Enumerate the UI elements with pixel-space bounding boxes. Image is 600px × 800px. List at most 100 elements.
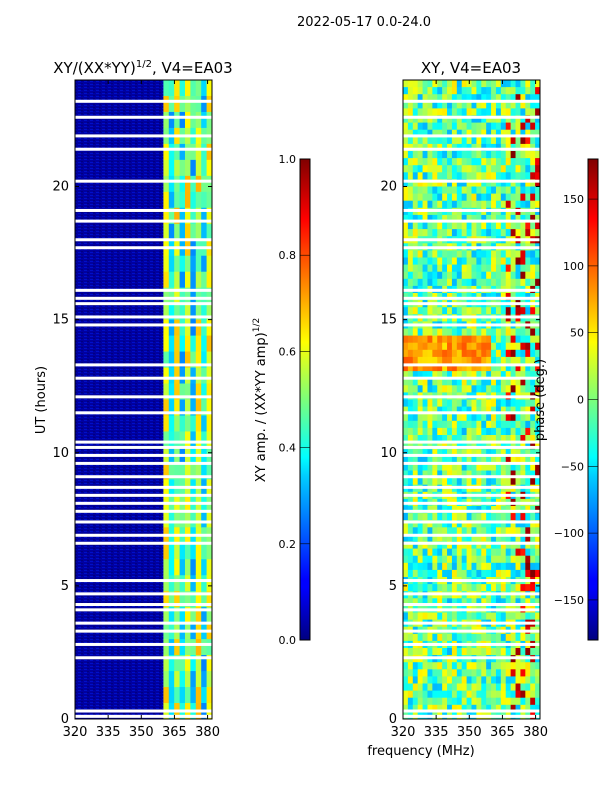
phase-cell	[520, 385, 526, 393]
phase-cell	[486, 378, 492, 386]
amplitude-cell	[174, 607, 181, 624]
phase-cell	[495, 598, 502, 606]
phase-cell	[417, 87, 423, 95]
phase-cell	[510, 506, 516, 514]
phase-cell	[510, 477, 516, 486]
amplitude-cell	[163, 143, 170, 161]
phase-cell	[530, 229, 536, 237]
phase-cell	[403, 264, 409, 273]
phase-cell	[456, 179, 463, 187]
phase-cell	[422, 676, 428, 684]
phase-cell	[471, 420, 477, 429]
phase-cell	[461, 704, 468, 713]
phase-cell	[530, 463, 536, 471]
phase-cell	[491, 200, 497, 209]
phase-cell	[412, 115, 419, 123]
phase-cell	[427, 356, 433, 365]
amplitude-cell	[201, 543, 208, 560]
amplitude-cell	[184, 80, 191, 97]
phase-cell	[461, 129, 468, 138]
phase-cell	[403, 676, 409, 684]
phase-cell	[417, 690, 423, 699]
phase-cell	[481, 364, 487, 372]
phase-cell	[525, 165, 531, 173]
phase-cell	[422, 172, 428, 180]
amplitude-cell	[201, 463, 208, 480]
colorbar-tick-label: 0.6	[279, 345, 297, 358]
phase-cell	[481, 250, 487, 258]
amplitude-cell	[163, 463, 170, 480]
phase-cell	[510, 214, 516, 223]
phase-cell	[505, 129, 512, 138]
amplitude-cell	[195, 159, 202, 177]
phase-cell	[520, 186, 526, 194]
phase-cell	[505, 229, 512, 237]
phase-cell	[505, 378, 512, 386]
phase-cell	[432, 129, 438, 138]
phase-cell	[437, 584, 443, 592]
phase-cell	[481, 470, 487, 478]
phase-cell	[412, 193, 419, 202]
phase-cell	[466, 257, 472, 265]
phase-cell	[500, 193, 507, 202]
amplitude-cell	[206, 607, 213, 624]
phase-cell	[495, 662, 502, 670]
phase-cell	[417, 328, 423, 336]
phase-cell	[486, 697, 492, 706]
phase-cell	[510, 193, 516, 202]
phase-cell	[520, 442, 526, 450]
phase-cell	[535, 427, 541, 436]
phase-cell	[417, 506, 423, 514]
phase-cell	[442, 662, 448, 670]
phase-cell	[486, 463, 492, 471]
phase-cell	[505, 435, 512, 443]
amplitude-cell	[206, 111, 213, 129]
amplitude-cell	[206, 303, 213, 321]
phase-cell	[451, 172, 458, 180]
phase-cell	[530, 328, 536, 336]
phase-cell	[403, 328, 409, 336]
phase-cell	[525, 449, 531, 457]
phase-cell	[447, 328, 453, 336]
phase-cell	[530, 87, 536, 95]
phase-cell	[407, 364, 414, 372]
phase-cell	[500, 463, 507, 471]
phase-cell	[422, 470, 428, 478]
phase-cell	[407, 697, 414, 706]
phase-cell	[520, 506, 526, 514]
phase-cell	[476, 151, 482, 159]
amplitude-cell	[179, 671, 186, 688]
phase-cell	[432, 200, 438, 209]
phase-cell	[505, 683, 512, 691]
phase-cell	[442, 683, 448, 691]
phase-cell	[535, 129, 541, 138]
colorbar-tick-label: 0	[577, 394, 584, 407]
phase-cell	[520, 335, 526, 344]
amplitude-cell	[184, 591, 191, 608]
phase-cell	[427, 697, 433, 706]
phase-cell	[535, 356, 541, 365]
phase-cell	[456, 506, 463, 514]
phase-cell	[437, 470, 443, 478]
phase-cell	[510, 548, 516, 557]
phase-cell	[461, 506, 468, 514]
phase-cell	[427, 690, 433, 699]
phase-cell	[515, 662, 521, 670]
amplitude-cell	[163, 671, 170, 688]
phase-cell	[476, 413, 482, 422]
phase-cell	[407, 584, 414, 592]
phase-cell	[520, 108, 526, 116]
phase-cell	[486, 399, 492, 407]
phase-cell	[461, 669, 468, 677]
phase-cell	[427, 420, 433, 429]
phase-cell	[500, 136, 507, 145]
amplitude-cell	[163, 255, 170, 273]
phase-cell	[505, 406, 512, 415]
phase-cell	[471, 356, 477, 365]
phase-cell	[481, 555, 487, 564]
phase-cell	[500, 555, 507, 564]
phase-cell	[525, 172, 531, 180]
gap-row	[403, 493, 540, 497]
phase-cell	[461, 122, 468, 131]
phase-cell	[451, 690, 458, 699]
